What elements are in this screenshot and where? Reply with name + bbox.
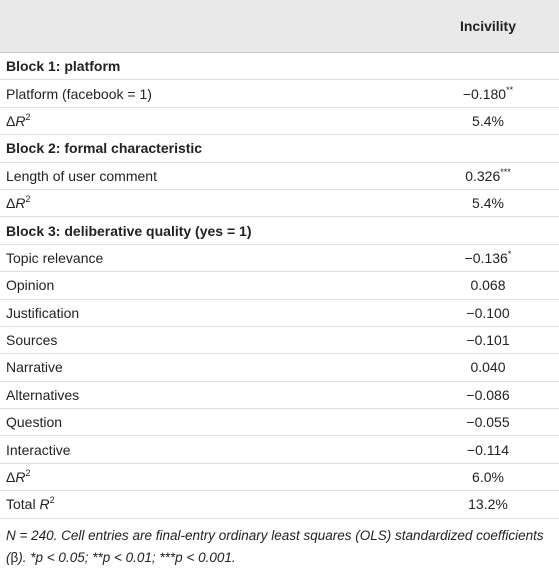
table-row: Alternatives −0.086 [0, 381, 559, 410]
value-cell: 0.326*** [417, 162, 559, 190]
column-header: Incivility [417, 0, 559, 53]
significance: * [507, 248, 512, 259]
row-label: ΔR2 [0, 463, 417, 492]
header-blank [0, 0, 417, 53]
table-row: Narrative 0.040 [0, 353, 559, 382]
value-cell: 0.040 [417, 353, 559, 382]
value: −0.136 [464, 249, 508, 266]
label-prefix: Δ [6, 195, 16, 212]
label-superscript: 2 [25, 111, 31, 122]
empty-cell [417, 216, 559, 245]
row-label: Topic relevance [0, 244, 417, 273]
table-row: Platform (facebook = 1) −0.180** [0, 79, 559, 108]
label-superscript: 2 [49, 495, 55, 506]
note-text: < 0.01; *** [110, 549, 176, 565]
value: 5.4% [472, 195, 504, 212]
value: −0.100 [466, 304, 510, 321]
row-label: Alternatives [0, 381, 417, 410]
row-label: Justification [0, 299, 417, 327]
block-heading: Block 3: deliberative quality (yes = 1) [0, 216, 417, 245]
label-symbol: R [39, 496, 50, 513]
label-prefix: Δ [6, 112, 16, 129]
value-cell: −0.055 [417, 408, 559, 437]
label-superscript: 2 [25, 468, 31, 479]
note-text: p [175, 549, 183, 565]
table-row: ΔR2 5.4% [0, 107, 559, 136]
label-symbol: R [15, 469, 26, 486]
significance: *** [500, 166, 511, 177]
row-label: ΔR2 [0, 189, 417, 218]
note-text: ). * [18, 549, 36, 565]
value-cell: 6.0% [417, 463, 559, 492]
value-cell: 5.4% [417, 107, 559, 136]
block-heading: Block 2: formal characteristic [0, 134, 417, 163]
row-label: Total R2 [0, 490, 417, 519]
block-heading: Block 1: platform [0, 52, 417, 81]
value-cell: −0.136* [417, 244, 559, 273]
table-body: Block 1: platform Platform (facebook = 1)… [0, 52, 559, 519]
value-cell: 0.068 [417, 271, 559, 300]
significance: ** [506, 84, 514, 95]
table-row: Block 1: platform [0, 52, 559, 81]
note-text: β [10, 549, 19, 565]
row-label: Sources [0, 326, 417, 355]
row-label: Platform (facebook = 1) [0, 79, 417, 108]
note-text: p [102, 549, 111, 565]
table-row: Block 3: deliberative quality (yes = 1) [0, 216, 559, 245]
label-prefix: Δ [6, 469, 16, 486]
table-row: Block 2: formal characteristic [0, 134, 559, 163]
value: −0.180 [462, 85, 507, 102]
value: −0.114 [466, 441, 510, 458]
results-table: Incivility Block 1: platform Platform (fa… [0, 0, 559, 519]
value: −0.101 [466, 332, 510, 349]
note-text: N [6, 527, 16, 543]
table-row: Sources −0.101 [0, 326, 559, 355]
empty-cell [417, 52, 559, 81]
label-superscript: 2 [25, 194, 31, 205]
note-text: < 0.001. [182, 549, 236, 565]
table-row: ΔR2 6.0% [0, 463, 559, 492]
row-label: ΔR2 [0, 107, 417, 136]
value-cell: −0.100 [417, 299, 559, 327]
table-row: Total R2 13.2% [0, 490, 559, 519]
row-label: Interactive [0, 435, 417, 464]
note-text: < 0.05; ** [43, 549, 103, 565]
label-symbol: R [15, 195, 26, 212]
value-cell: −0.114 [417, 435, 559, 464]
label-prefix: Total [6, 496, 40, 513]
row-label: Length of user comment [0, 162, 417, 190]
table-row: Opinion 0.068 [0, 271, 559, 300]
header-row: Incivility [0, 0, 559, 53]
value: −0.086 [466, 386, 510, 403]
value-cell: 13.2% [417, 490, 559, 519]
table-note: N = 240. Cell entries are final-entry or… [0, 519, 559, 569]
value: 6.0% [472, 469, 504, 486]
row-label: Question [0, 408, 417, 437]
note-text: p [35, 549, 44, 565]
value: 0.326 [465, 167, 501, 184]
value-cell: −0.101 [417, 326, 559, 355]
value: 0.068 [470, 277, 506, 294]
row-label: Narrative [0, 353, 417, 382]
row-label: Opinion [0, 271, 417, 300]
value-cell: 5.4% [417, 189, 559, 218]
table-row: Topic relevance −0.136* [0, 244, 559, 273]
table-row: Interactive −0.114 [0, 435, 559, 464]
value: 0.040 [470, 359, 506, 376]
value-cell: −0.086 [417, 381, 559, 410]
label-symbol: R [15, 112, 26, 129]
value: −0.055 [466, 414, 510, 431]
table-row: ΔR2 5.4% [0, 189, 559, 218]
empty-cell [417, 134, 559, 163]
value-cell: −0.180** [417, 79, 559, 108]
note-text: = 240. Cell entries are final-entry ordi… [6, 527, 544, 565]
table-row: Length of user comment 0.326*** [0, 162, 559, 190]
value: 5.4% [472, 112, 504, 129]
table-row: Justification −0.100 [0, 299, 559, 327]
value: 13.2% [468, 496, 508, 513]
table-row: Question −0.055 [0, 408, 559, 437]
